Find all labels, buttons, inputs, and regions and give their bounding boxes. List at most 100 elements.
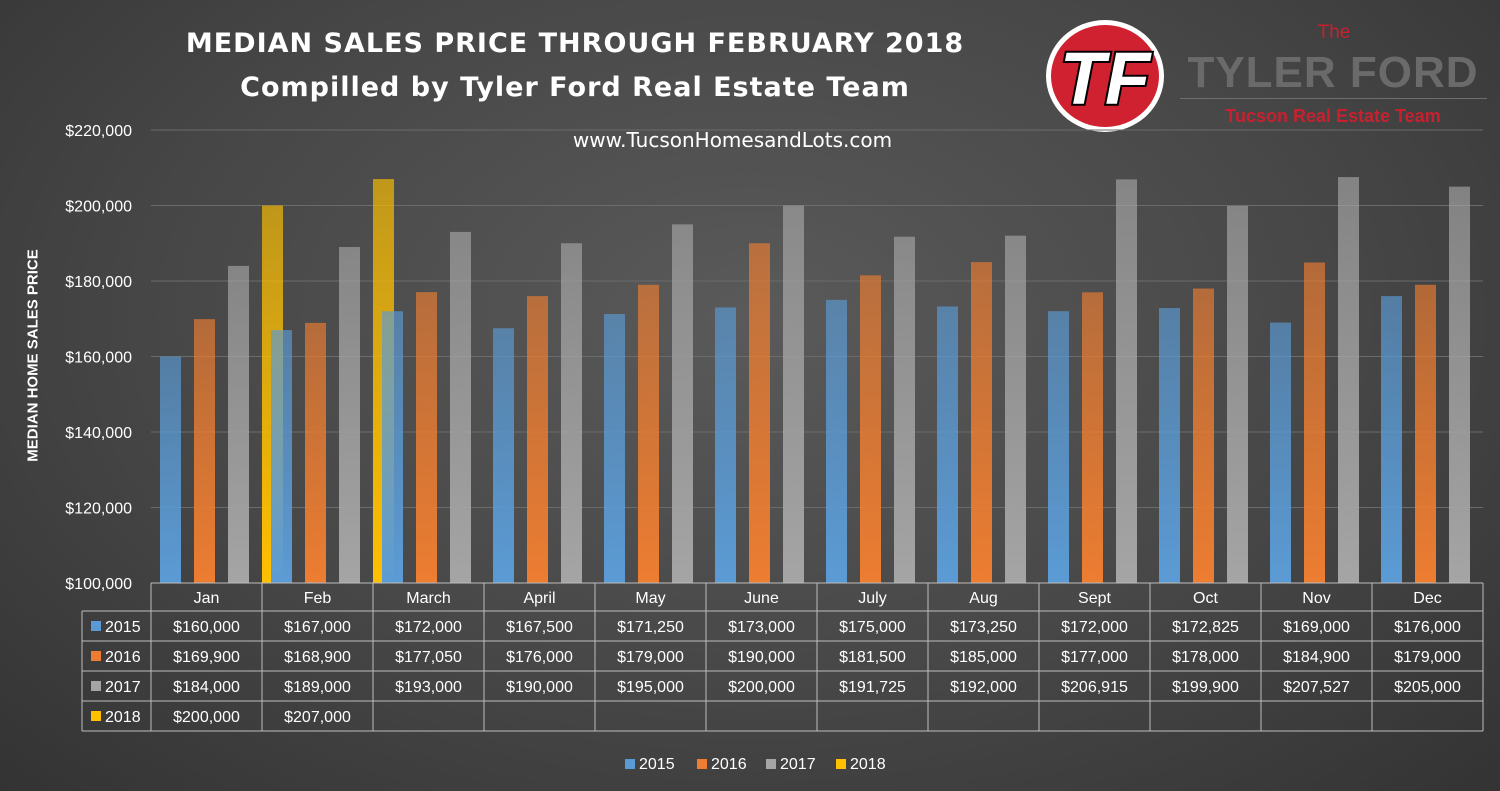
- bar-2017-march: [450, 231, 471, 584]
- brand-team: Tucson Real Estate Team: [1225, 106, 1441, 126]
- data-label: $199,900: [1172, 679, 1239, 696]
- x-tick-label: Dec: [1413, 590, 1441, 607]
- bar-2017-july: [894, 236, 915, 583]
- data-label: $177,000: [1061, 649, 1128, 666]
- data-label: $175,000: [839, 619, 906, 636]
- data-label: $176,000: [1394, 619, 1461, 636]
- bar-2016-june: [749, 243, 770, 583]
- data-label: $190,000: [506, 679, 573, 696]
- bar-2017-aug: [1005, 235, 1026, 583]
- bar-2015-june: [715, 307, 736, 583]
- x-tick-label: Feb: [304, 590, 332, 607]
- bar-2015-aug: [937, 306, 958, 583]
- data-label: $173,250: [950, 619, 1017, 636]
- legend-label: 2016: [711, 756, 747, 773]
- bar-2016-oct: [1193, 288, 1214, 583]
- legend-label: 2015: [639, 756, 675, 773]
- data-label: $181,500: [839, 649, 906, 666]
- tf-logo-icon: TF: [1046, 20, 1164, 132]
- bar-2015-jan: [160, 356, 181, 583]
- x-tick-label: Oct: [1193, 590, 1218, 607]
- data-table: Jan Feb March April May June July Aug Sept Oct Nov…: [81, 582, 1484, 732]
- legend-swatch-2015: [625, 759, 635, 769]
- bar-2015-may: [604, 314, 625, 583]
- brand-name: TYLER FORD: [1187, 48, 1479, 97]
- bar-2016-july: [860, 275, 881, 583]
- bar-2017-may: [672, 224, 693, 583]
- bar-2016-aug: [971, 262, 992, 583]
- data-label: $207,000: [284, 709, 351, 726]
- bar-2016-jan: [194, 319, 215, 583]
- bar-2016-sept: [1082, 292, 1103, 583]
- legend-label: 2017: [780, 756, 816, 773]
- legend-swatch-2018: [836, 759, 846, 769]
- table-series-swatch: [91, 711, 101, 721]
- data-label: $191,725: [839, 679, 906, 696]
- x-tick-label: Sept: [1078, 590, 1111, 607]
- table-series-label: 2016: [105, 649, 141, 666]
- chart-title: MEDIAN SALES PRICE THROUGH FEBRUARY 2018: [185, 28, 965, 59]
- data-label: $207,527: [1283, 679, 1350, 696]
- chart-subtitle: Compilled by Tyler Ford Real Estate Team: [240, 72, 910, 103]
- table-series-swatch: [91, 651, 101, 661]
- bar-2016-march: [416, 292, 437, 583]
- table-series-swatch: [91, 621, 101, 631]
- data-label: $184,000: [173, 679, 240, 696]
- bar-2017-sept: [1116, 179, 1137, 583]
- data-label: $185,000: [950, 649, 1017, 666]
- data-label: $190,000: [728, 649, 795, 666]
- x-tick-label: March: [406, 590, 450, 607]
- data-label: $167,500: [506, 619, 573, 636]
- legend-label: 2018: [850, 756, 886, 773]
- x-tick-label: Nov: [1302, 590, 1330, 607]
- y-tick-label: $160,000: [65, 350, 132, 367]
- data-label: $193,000: [395, 679, 462, 696]
- bar-2016-dec: [1415, 284, 1436, 583]
- data-label: $189,000: [284, 679, 351, 696]
- y-tick-label: $200,000: [65, 199, 132, 216]
- bar-2015-nov: [1270, 322, 1291, 583]
- bar-2015-april: [493, 328, 514, 583]
- table-series-label: 2017: [105, 679, 141, 696]
- data-label: $179,000: [617, 649, 684, 666]
- table-series-label: 2018: [105, 709, 141, 726]
- bar-2016-may: [638, 284, 659, 583]
- data-label: $205,000: [1394, 679, 1461, 696]
- data-label: $173,000: [728, 619, 795, 636]
- x-tick-label: April: [523, 590, 555, 607]
- x-tick-label: May: [635, 590, 665, 607]
- bar-2015-oct: [1159, 308, 1180, 583]
- bar-2016-feb: [305, 322, 326, 583]
- data-label: $172,825: [1172, 619, 1239, 636]
- data-label: $172,000: [395, 619, 462, 636]
- bar-2017-nov: [1338, 177, 1359, 583]
- data-label: $179,000: [1394, 649, 1461, 666]
- x-tick-label: July: [858, 590, 886, 607]
- table-series-label: 2015: [105, 619, 141, 636]
- y-tick-label: $220,000: [65, 123, 132, 140]
- y-tick-label: $120,000: [65, 501, 132, 518]
- data-label: $206,915: [1061, 679, 1128, 696]
- x-tick-label: June: [744, 590, 779, 607]
- data-label: $200,000: [173, 709, 240, 726]
- y-ticks: $100,000 $120,000 $140,000 $160,000 $180,000…: [65, 123, 132, 593]
- y-tick-label: $140,000: [65, 425, 132, 442]
- brand-divider: [1180, 98, 1487, 99]
- bar-2015-sept: [1048, 311, 1069, 583]
- brand-the: The: [1317, 22, 1351, 43]
- data-label: $192,000: [950, 679, 1017, 696]
- bar-2015-july: [826, 299, 847, 583]
- data-label: $200,000: [728, 679, 795, 696]
- data-label: $184,900: [1283, 649, 1350, 666]
- table-series-swatch: [91, 681, 101, 691]
- x-tick-label: Jan: [194, 590, 220, 607]
- logo-text: TF: [1060, 37, 1152, 120]
- data-label: $167,000: [284, 619, 351, 636]
- bars: [160, 177, 1470, 584]
- bar-2017-dec: [1449, 186, 1470, 583]
- data-label: $171,250: [617, 619, 684, 636]
- website-url: www.TucsonHomesandLots.com: [572, 128, 893, 152]
- data-label: $168,900: [284, 649, 351, 666]
- legend-swatch-2016: [697, 759, 707, 769]
- data-label: $169,900: [173, 649, 240, 666]
